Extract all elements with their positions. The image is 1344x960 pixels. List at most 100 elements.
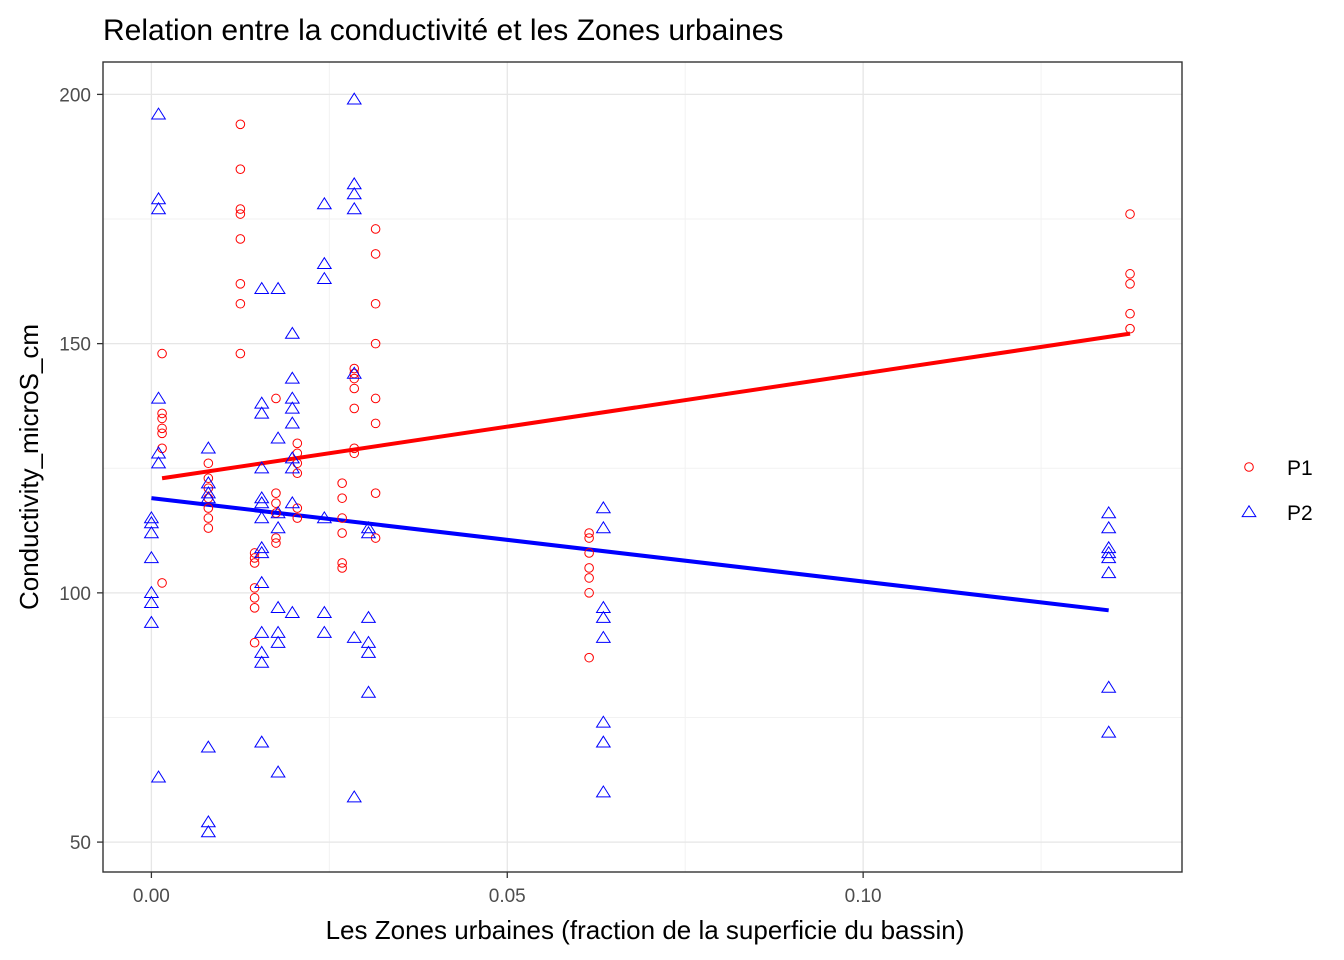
data-point-p1	[1125, 269, 1135, 279]
data-point-p1	[1125, 209, 1135, 219]
data-point-p2	[1100, 680, 1117, 693]
data-point-p2	[595, 630, 612, 643]
plot-background	[103, 62, 1182, 872]
trend-lines	[151, 331, 1131, 613]
data-point-p1	[337, 528, 347, 538]
data-point-p1	[235, 204, 246, 214]
data-point-p2	[316, 605, 333, 618]
data-point-p2	[595, 735, 612, 748]
x-tick-label: 0.05	[489, 886, 526, 907]
data-point-p1	[271, 498, 281, 508]
data-point-p2	[253, 540, 270, 554]
grid-major	[103, 62, 1182, 872]
x-tick-label: 0.10	[845, 886, 882, 907]
data-point-p2	[253, 461, 270, 474]
data-point-p1	[349, 403, 360, 414]
data-point-p2	[150, 770, 167, 783]
data-point-p1	[271, 533, 281, 543]
data-point-p2	[253, 281, 270, 294]
data-point-p2	[143, 510, 160, 524]
data-point-p1	[203, 503, 214, 513]
data-point-p1	[1125, 308, 1135, 319]
data-point-p2	[1100, 505, 1117, 519]
data-point-p2	[200, 486, 217, 499]
data-point-p1	[271, 393, 281, 404]
data-point-p1	[584, 573, 594, 583]
data-point-p1	[235, 234, 246, 244]
data-point-p2	[346, 201, 362, 215]
y-tick-label: 200	[59, 85, 91, 106]
data-point-p2	[253, 625, 270, 638]
series-p2	[143, 92, 1117, 838]
data-point-p2	[316, 510, 333, 524]
data-point-p2	[253, 545, 270, 559]
data-point-p1	[337, 478, 347, 489]
data-point-p2	[360, 610, 377, 623]
data-point-p1	[249, 603, 260, 613]
data-point-p2	[595, 785, 612, 798]
data-point-p2	[150, 107, 167, 120]
data-point-p1	[1125, 323, 1135, 334]
data-point-p2	[595, 520, 612, 534]
data-point-p1	[203, 458, 214, 469]
data-point-p1	[157, 413, 167, 424]
data-point-p1	[157, 348, 167, 359]
data-point-p2	[150, 456, 167, 469]
data-point-p2	[150, 201, 167, 215]
y-tick-label: 150	[59, 335, 91, 356]
data-point-p1	[584, 588, 594, 598]
data-point-p2	[1100, 545, 1117, 559]
data-point-p2	[1100, 550, 1117, 564]
data-point-p2	[1100, 565, 1117, 579]
data-point-p1	[203, 513, 214, 523]
y-axis: 50 100 150 200	[59, 85, 103, 854]
legend: P1 P2	[1241, 457, 1313, 525]
data-point-p2	[346, 630, 362, 643]
data-point-p1	[271, 488, 281, 498]
data-point-p2	[270, 505, 286, 519]
data-point-p2	[316, 256, 333, 270]
grid-minor	[103, 62, 1182, 872]
data-point-p2	[360, 520, 377, 534]
data-point-p2	[253, 510, 270, 524]
data-point-p1	[337, 513, 347, 523]
data-point-p2	[253, 491, 270, 504]
data-point-p2	[253, 495, 270, 509]
data-point-p1	[235, 164, 246, 174]
trend-line-p1	[161, 331, 1131, 481]
legend-key-p2	[1241, 504, 1257, 518]
data-point-p2	[143, 595, 160, 608]
data-point-p2	[284, 495, 301, 509]
data-point-p1	[235, 209, 246, 219]
data-point-p2	[253, 735, 270, 748]
data-point-p1	[203, 523, 214, 533]
data-point-p1	[349, 443, 360, 454]
data-point-p1	[370, 249, 381, 259]
data-point-p2	[316, 625, 333, 638]
data-point-p1	[370, 224, 381, 234]
data-point-p1	[292, 438, 303, 449]
data-point-p1	[370, 418, 381, 429]
data-point-p1	[370, 298, 381, 309]
data-point-p1	[337, 563, 347, 573]
data-point-p1	[584, 563, 594, 573]
data-point-p1	[584, 528, 594, 538]
data-point-p2	[284, 401, 301, 414]
data-point-p1	[292, 513, 303, 523]
data-point-p2	[284, 326, 301, 339]
data-point-p2	[595, 500, 612, 514]
data-point-p2	[346, 366, 362, 379]
data-point-p2	[253, 575, 270, 589]
data-point-p2	[284, 371, 301, 384]
data-point-p1	[370, 488, 381, 498]
data-point-p2	[253, 406, 270, 419]
y-tick-label: 50	[70, 833, 91, 854]
data-point-p2	[316, 196, 333, 210]
data-point-p2	[270, 635, 286, 648]
data-point-p1	[235, 279, 246, 289]
y-axis-title: Conductivity_microS_cm	[14, 324, 44, 610]
data-point-p1	[337, 493, 347, 503]
data-point-p2	[346, 790, 362, 803]
data-points	[143, 92, 1135, 838]
